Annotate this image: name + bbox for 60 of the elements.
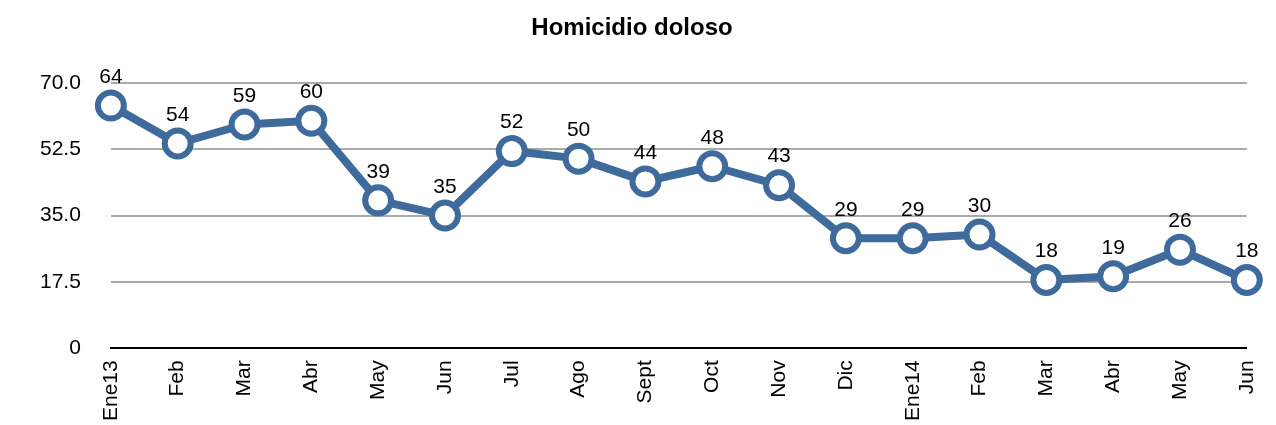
point xyxy=(362,184,395,217)
data-label: 64 xyxy=(99,63,123,87)
data-label: 50 xyxy=(566,116,591,140)
x-tick-label: Jul xyxy=(498,360,522,388)
point xyxy=(896,222,929,255)
data-label: 18 xyxy=(1235,238,1259,262)
data-label: 35 xyxy=(433,173,457,197)
data-label: 43 xyxy=(767,143,791,167)
x-tick-label: Abr xyxy=(1099,360,1123,393)
point xyxy=(295,104,328,137)
point xyxy=(562,142,595,175)
x-tick-label: Dic xyxy=(832,360,856,391)
chart-title: Homicidio doloso xyxy=(531,13,733,41)
point xyxy=(1163,233,1196,266)
data-label: 30 xyxy=(967,192,992,216)
y-tick-label: 17.5 xyxy=(40,268,81,292)
y-tick-label: 0 xyxy=(69,335,81,359)
x-tick-label: Oct xyxy=(699,360,723,393)
x-tick-label: May xyxy=(1166,359,1190,400)
point xyxy=(161,127,194,160)
data-label: 39 xyxy=(366,158,390,182)
point xyxy=(495,135,528,168)
point xyxy=(428,199,461,232)
x-tick-label: Feb xyxy=(966,360,990,397)
x-tick-label: Jun xyxy=(1233,360,1257,395)
point xyxy=(228,108,261,141)
data-label: 18 xyxy=(1034,238,1059,262)
point xyxy=(829,222,862,255)
data-label: 29 xyxy=(901,196,925,220)
x-tick-label: Mar xyxy=(1033,360,1057,397)
y-tick-label: 70.0 xyxy=(40,69,81,93)
x-tick-label: Ene13 xyxy=(97,360,121,422)
x-tick-label: Feb xyxy=(164,360,188,397)
x-tick-label: Nov xyxy=(765,359,789,398)
point xyxy=(1097,260,1130,293)
point xyxy=(629,165,662,198)
x-tick-label: Sept xyxy=(632,360,656,404)
data-label: 44 xyxy=(633,139,658,163)
data-label: 54 xyxy=(166,101,190,125)
point xyxy=(94,89,127,122)
data-label: 48 xyxy=(700,124,724,148)
data-label: 29 xyxy=(834,196,858,220)
data-label: 26 xyxy=(1168,207,1192,231)
y-tick-label: 35.0 xyxy=(40,202,81,226)
x-tick-label: Jun xyxy=(431,360,455,395)
data-label: 19 xyxy=(1101,234,1125,258)
data-label: 52 xyxy=(500,109,524,133)
x-tick-label: Abr xyxy=(298,360,322,393)
point xyxy=(763,169,796,202)
x-tick-label: Mar xyxy=(231,360,255,397)
point xyxy=(696,150,729,183)
x-tick-label: Ago xyxy=(565,360,589,398)
data-label: 59 xyxy=(232,82,257,106)
x-tick-label: Ene14 xyxy=(899,359,923,422)
y-tick-label: 52.5 xyxy=(40,135,81,159)
data-label: 60 xyxy=(299,79,324,103)
x-tick-label: May xyxy=(364,359,388,400)
point xyxy=(963,218,996,251)
point xyxy=(1030,264,1063,297)
point xyxy=(1230,264,1263,297)
